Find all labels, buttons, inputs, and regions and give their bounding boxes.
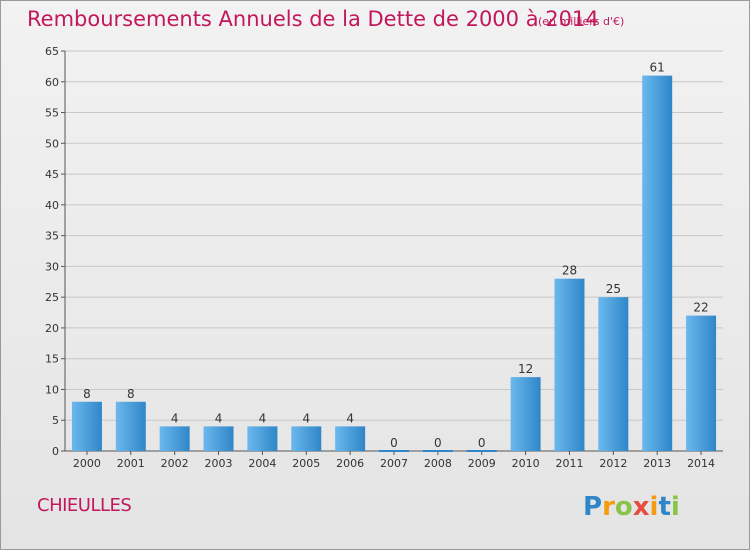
x-tick-label: 2002 (161, 457, 189, 470)
bar-value-label: 22 (693, 301, 708, 315)
bar-2014 (686, 315, 717, 451)
bar-value-label: 0 (434, 436, 442, 450)
x-tick-label: 2011 (555, 457, 583, 470)
bar-value-label: 4 (346, 411, 354, 425)
x-tick-label: 2010 (512, 457, 540, 470)
y-tick-label: 25 (45, 291, 59, 304)
bar-value-label: 8 (83, 387, 91, 401)
bar-value-label: 61 (650, 61, 665, 75)
commune-name: CHIEULLES (37, 495, 132, 516)
bar-value-label: 4 (171, 411, 179, 425)
x-tick-label: 2013 (643, 457, 671, 470)
y-tick-label: 10 (45, 383, 59, 396)
bars (71, 75, 717, 452)
bar-2003 (203, 426, 234, 451)
bar-value-label: 0 (478, 436, 486, 450)
bar-value-label: 8 (127, 387, 135, 401)
grid-lines (65, 50, 723, 421)
y-tick-label: 20 (45, 322, 59, 335)
labels: 0510152025303540455055606520008200182002… (45, 45, 715, 470)
bar-2013 (642, 75, 673, 451)
x-tick-label: 2001 (117, 457, 145, 470)
x-tick-label: 2014 (687, 457, 715, 470)
bar-value-label: 25 (606, 282, 621, 296)
x-tick-label: 2004 (248, 457, 276, 470)
bar-2004 (247, 426, 278, 451)
x-tick-label: 2008 (424, 457, 452, 470)
bar-2005 (291, 426, 322, 451)
y-tick-label: 50 (45, 137, 59, 150)
bar-2002 (159, 426, 190, 451)
bar-2012 (598, 297, 629, 451)
chart-title: Remboursements Annuels de la Dette de 20… (27, 7, 599, 31)
bar-value-label: 4 (302, 411, 310, 425)
bar-2001 (115, 401, 146, 451)
y-tick-label: 5 (52, 414, 59, 427)
y-tick-label: 55 (45, 107, 59, 120)
bar-value-label: 0 (390, 436, 398, 450)
y-tick-label: 60 (45, 76, 59, 89)
x-tick-label: 2012 (599, 457, 627, 470)
y-tick-label: 40 (45, 199, 59, 212)
proxiti-logo[interactable]: Proxiti (583, 491, 693, 521)
bar-2006 (335, 426, 366, 451)
bar-value-label: 12 (518, 362, 533, 376)
bar-value-label: 28 (562, 264, 577, 278)
x-tick-label: 2009 (468, 457, 496, 470)
bar-value-label: 4 (215, 411, 223, 425)
chart-subtitle: (en milliers d'€) (538, 15, 625, 28)
y-tick-label: 65 (45, 45, 59, 58)
x-tick-label: 2006 (336, 457, 364, 470)
y-tick-label: 45 (45, 168, 59, 181)
x-tick-label: 2003 (205, 457, 233, 470)
bar-2010 (510, 377, 541, 451)
bar-2011 (554, 278, 585, 451)
bar-2000 (71, 401, 102, 451)
y-tick-label: 15 (45, 353, 59, 366)
y-tick-label: 35 (45, 230, 59, 243)
x-tick-label: 2000 (73, 457, 101, 470)
logo-text: Proxiti (583, 492, 680, 521)
x-tick-label: 2007 (380, 457, 408, 470)
x-tick-label: 2005 (292, 457, 320, 470)
y-tick-label: 30 (45, 260, 59, 273)
y-tick-label: 0 (52, 445, 59, 458)
bar-value-label: 4 (259, 411, 267, 425)
